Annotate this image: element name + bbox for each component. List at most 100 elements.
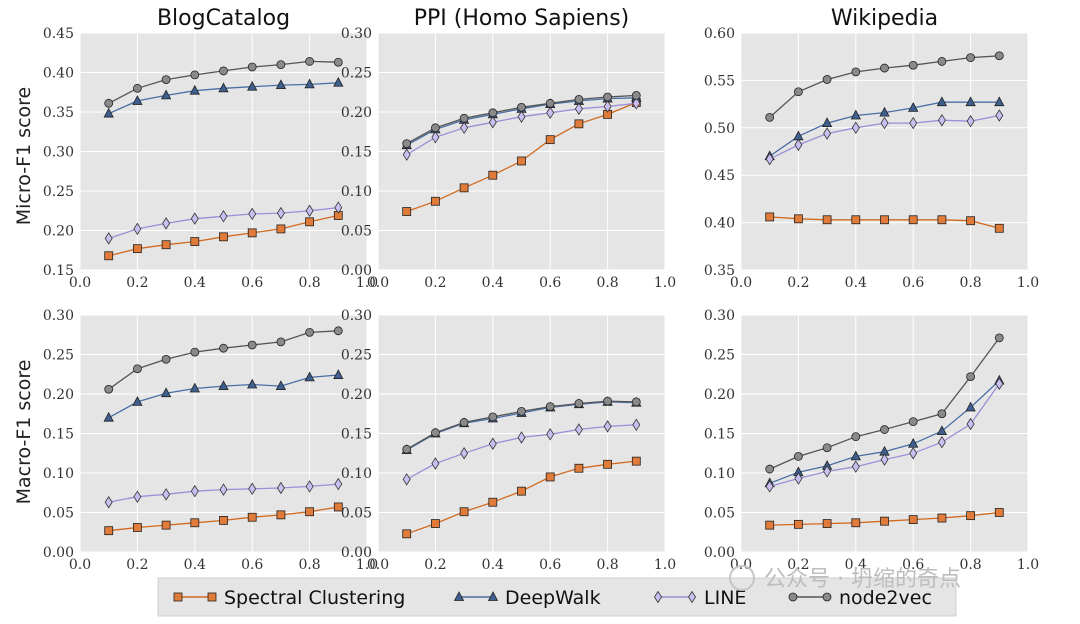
- data-point: [248, 207, 257, 221]
- data-point: [305, 480, 314, 493]
- data-point: [133, 490, 142, 503]
- data-point: [304, 78, 315, 89]
- data-point: [459, 113, 469, 123]
- data-point: [965, 401, 976, 412]
- y-tick-label: 0.25: [341, 348, 372, 364]
- series-line: [402, 418, 641, 486]
- data-point: [765, 112, 775, 122]
- data-point: [966, 53, 975, 63]
- y-tick-label: 0.05: [341, 224, 372, 240]
- y-tick-label: 0.30: [43, 308, 74, 324]
- data-point: [333, 57, 343, 67]
- y-tick-label: 0.25: [43, 184, 74, 200]
- data-point: [794, 138, 803, 152]
- x-tick-label: 0.0: [367, 275, 389, 291]
- data-point: [937, 57, 947, 66]
- panel-3: 0.35 0.40 0.45 0.50 0.55 0.60 0.0 0.2 0.4 0.6 0.8 1…: [704, 6, 1039, 291]
- y-tick-label: 0.45: [43, 26, 74, 42]
- x-tick-label: 0.6: [539, 275, 561, 291]
- x-tick-label: 0.2: [787, 275, 809, 291]
- panel-title: Wikipedia: [831, 6, 938, 31]
- series-spectral-clustering: [765, 212, 1004, 233]
- data-point: [276, 481, 285, 495]
- y-tick-label: 0.00: [704, 545, 735, 561]
- data-point: [936, 425, 948, 436]
- data-point: [851, 121, 860, 135]
- data-point: [275, 380, 287, 391]
- panel-title: BlogCatalog: [157, 6, 290, 31]
- data-point: [132, 83, 142, 93]
- data-point: [132, 364, 142, 374]
- data-point: [965, 96, 976, 107]
- data-point: [460, 121, 469, 135]
- data-point: [276, 206, 285, 220]
- data-point: [305, 327, 315, 337]
- panel-title: PPI (Homo Sapiens): [414, 6, 630, 31]
- data-point: [402, 473, 411, 486]
- data-point: [334, 477, 343, 491]
- data-point: [276, 224, 286, 234]
- series-line: [765, 377, 1004, 493]
- legend-item-line: LINE: [654, 587, 746, 609]
- x-tick-label: 0.0: [367, 557, 389, 573]
- data-point: [822, 215, 832, 225]
- data-point: [880, 215, 889, 225]
- watermark-text: 公众号 · 坍缩的奇点: [764, 567, 961, 592]
- data-point: [546, 428, 555, 441]
- x-tick-label: 1.0: [654, 275, 676, 291]
- data-point: [517, 486, 526, 496]
- series-node2vec: [402, 396, 641, 454]
- ylabel-micro: Micro-F1 score: [13, 87, 35, 225]
- series-spectral-clustering: [765, 508, 1004, 530]
- data-point: [994, 333, 1004, 343]
- data-point: [794, 472, 803, 485]
- data-point: [631, 397, 641, 407]
- legend-marker: [207, 592, 217, 602]
- x-tick-label: 0.2: [424, 557, 446, 573]
- data-point: [850, 450, 861, 461]
- data-point: [488, 116, 497, 129]
- y-tick-label: 0.30: [43, 145, 74, 161]
- data-point: [247, 80, 258, 91]
- legend-marker: [453, 591, 465, 601]
- legend: Spectral Clustering DeepWalk LINE node2vec: [157, 577, 957, 617]
- legend-item-node2vec: node2vec: [788, 587, 932, 609]
- legend-label: LINE: [704, 587, 746, 609]
- data-point: [545, 402, 555, 412]
- data-point: [333, 502, 343, 512]
- y-tick-label: 0.20: [704, 387, 735, 403]
- data-point: [132, 244, 142, 254]
- data-point: [574, 119, 584, 129]
- data-point: [966, 511, 975, 521]
- data-point: [880, 453, 889, 466]
- data-point: [247, 512, 257, 522]
- data-point: [305, 204, 314, 217]
- data-point: [545, 135, 555, 145]
- data-point: [794, 519, 803, 529]
- panels: 0.15 0.20 0.25 0.30 0.35 0.40 0.45 0.0 0.2 0.4 0.6…: [43, 6, 1039, 573]
- data-point: [994, 96, 1005, 107]
- x-tick-label: 0.4: [845, 557, 867, 573]
- data-point: [966, 216, 975, 226]
- x-tick-label: 0.0: [69, 557, 91, 573]
- y-tick-label: 0.15: [341, 427, 372, 443]
- series-line: [765, 109, 1004, 166]
- data-point: [937, 409, 947, 419]
- data-point: [305, 507, 315, 517]
- ylabel-macro: Macro-F1 score: [13, 360, 35, 505]
- data-point: [275, 79, 287, 90]
- data-point: [994, 223, 1004, 233]
- data-point: [459, 183, 469, 193]
- series-node2vec: [402, 91, 641, 149]
- y-tick-label: 0.55: [704, 73, 735, 89]
- data-point: [430, 123, 440, 133]
- data-point: [431, 131, 440, 144]
- x-tick-label: 0.6: [241, 275, 263, 291]
- data-point: [430, 519, 440, 528]
- y-tick-label: 0.45: [704, 168, 735, 184]
- data-point: [431, 457, 440, 470]
- y-tick-label: 0.05: [341, 506, 372, 522]
- data-point: [402, 207, 412, 216]
- data-point: [850, 109, 861, 120]
- data-point: [994, 51, 1004, 61]
